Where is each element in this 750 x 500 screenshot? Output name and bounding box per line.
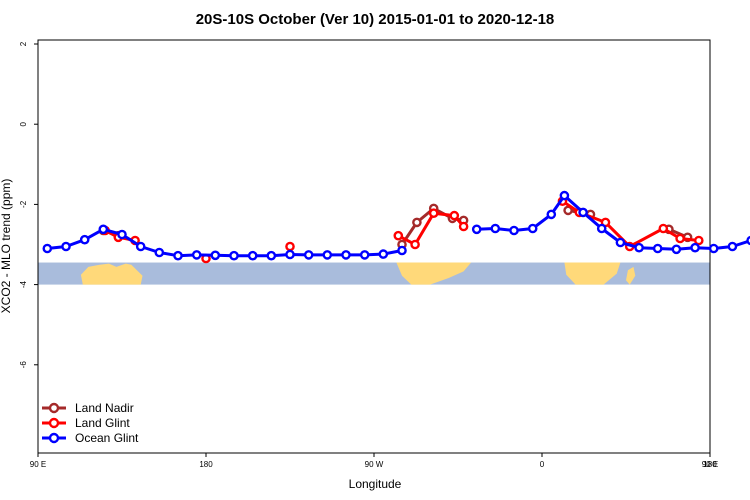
data-point [578, 207, 588, 218]
data-point [546, 209, 557, 220]
data-point [229, 250, 239, 261]
data-point [458, 221, 469, 232]
data-point [615, 237, 626, 248]
x-tick-label: 180 [199, 460, 213, 469]
land-australia-west [80, 263, 143, 285]
legend-marker [48, 402, 60, 414]
legend-label: Land Glint [75, 416, 130, 430]
x-axis-label: Longitude [349, 477, 402, 491]
data-point [117, 229, 127, 240]
x-tick-label: 90 E [702, 460, 718, 469]
x-tick-label: 0 [540, 460, 545, 469]
data-point [266, 250, 277, 261]
data-point [563, 205, 573, 216]
data-point [559, 190, 570, 201]
series-ocean-glint [42, 190, 750, 261]
data-point [397, 245, 407, 256]
series-layer [42, 190, 750, 264]
data-point [359, 250, 370, 260]
y-tick-label: 2 [19, 41, 28, 46]
x-tick-label: 90 W [365, 460, 384, 469]
data-point [79, 234, 90, 245]
data-point [652, 243, 663, 254]
data-point [727, 241, 738, 252]
data-point [285, 249, 295, 260]
data-point [285, 241, 295, 252]
data-point [658, 223, 669, 234]
data-point [634, 242, 644, 253]
data-point [471, 224, 482, 235]
y-tick-label: -2 [19, 200, 28, 208]
map-band [38, 262, 710, 285]
y-tick-label: 0 [19, 121, 28, 126]
data-point [61, 241, 71, 252]
data-point [322, 250, 333, 260]
data-point [596, 223, 607, 234]
data-point [527, 223, 538, 234]
data-point [42, 243, 53, 254]
legend-label: Ocean Glint [75, 431, 139, 445]
data-point [671, 244, 682, 255]
data-point [490, 223, 501, 234]
x-tick-label: 180 [703, 460, 717, 469]
x-tick-label: 90 E [30, 460, 46, 469]
land-madagascar [626, 266, 636, 285]
data-point [154, 247, 165, 258]
data-point [210, 250, 221, 261]
y-axis-label: XCO2 - MLO trend (ppm) [0, 179, 13, 314]
data-point [410, 239, 420, 250]
data-point [412, 217, 422, 228]
data-point [341, 250, 351, 260]
data-point [708, 243, 719, 254]
land-south-america [396, 262, 472, 285]
y-tick-label: -4 [19, 280, 28, 288]
data-point [746, 235, 750, 246]
data-point [378, 249, 389, 259]
data-point [135, 241, 146, 252]
data-point [173, 250, 183, 261]
data-point [694, 235, 704, 246]
data-point [690, 242, 700, 253]
data-point [98, 224, 109, 235]
series-line [476, 194, 750, 251]
data-point [191, 250, 202, 260]
data-point [449, 210, 460, 221]
legend-marker [48, 432, 60, 444]
land-africa [564, 262, 621, 285]
data-point [509, 225, 519, 236]
data-point [675, 233, 685, 244]
y-tick-label: -6 [19, 361, 28, 369]
data-point [247, 250, 258, 261]
legend-marker [48, 417, 60, 429]
data-point [428, 208, 439, 218]
map-ocean [38, 262, 710, 285]
legend-label: Land Nadir [75, 401, 134, 415]
data-point [393, 230, 404, 241]
data-point [303, 250, 314, 260]
chart-title: 20S-10S October (Ver 10) 2015-01-01 to 2… [196, 11, 555, 28]
